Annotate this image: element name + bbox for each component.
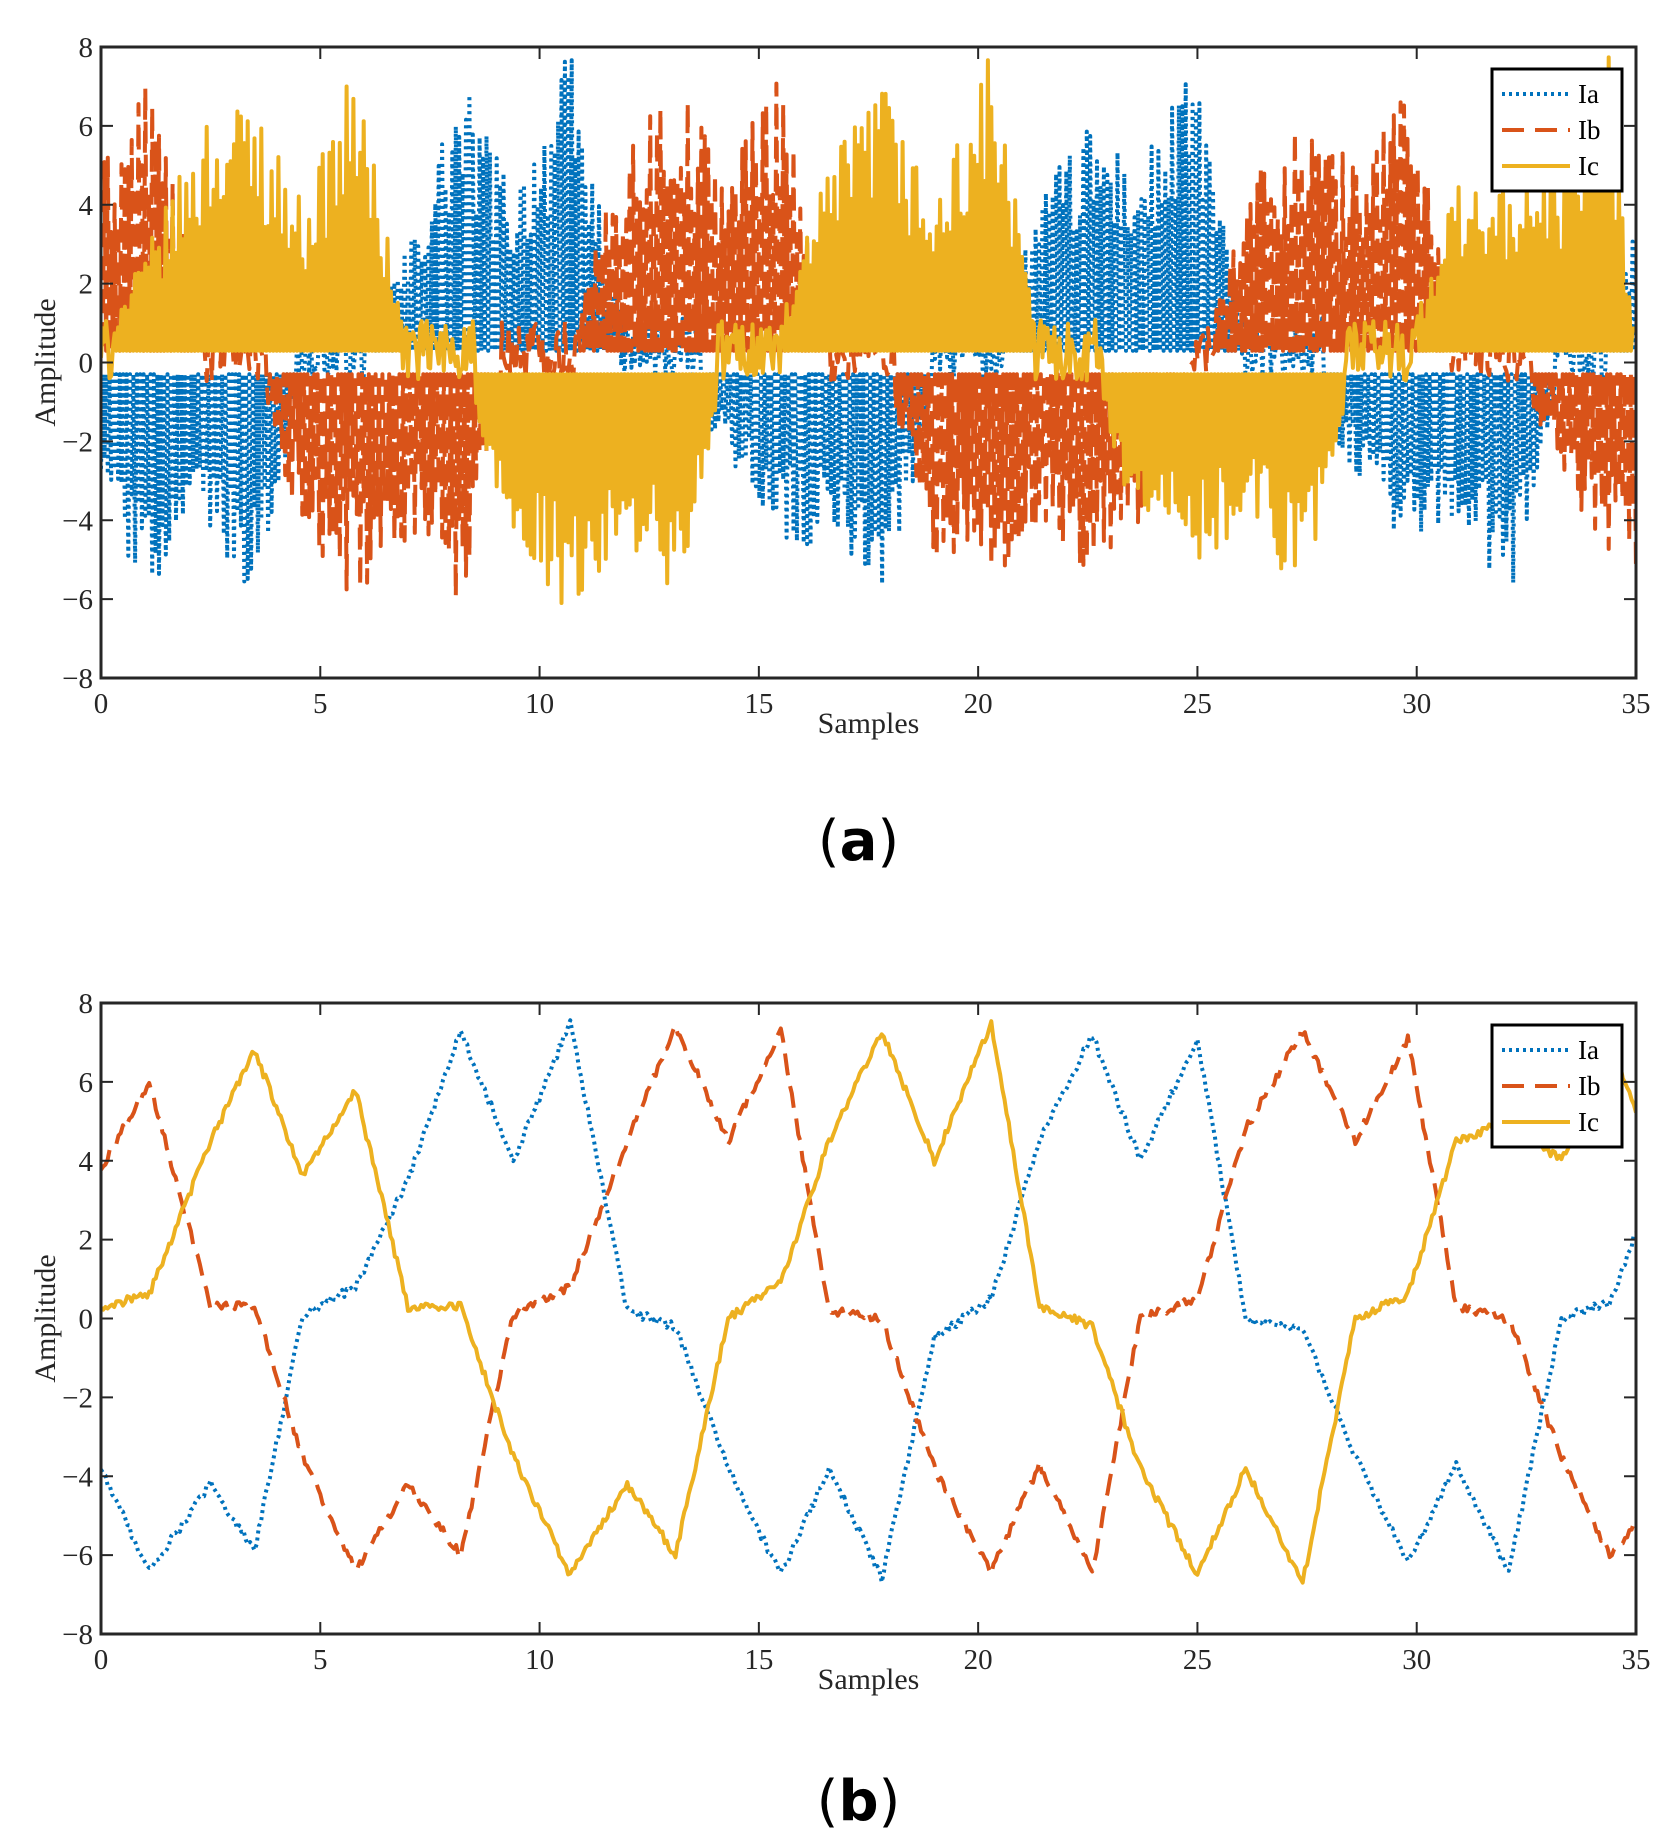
- x-tick-label: 30: [1402, 1644, 1431, 1676]
- legend-label-ic: Ic: [1578, 1107, 1599, 1137]
- panel-letter-b: b: [838, 1769, 878, 1834]
- y-tick-label: 4: [79, 190, 94, 222]
- x-tick-label: 20: [964, 688, 993, 720]
- x-tick-label: 5: [313, 1644, 328, 1676]
- series-layer-b: [101, 1018, 1636, 1585]
- y-axis-label-a: Amplitude: [29, 298, 62, 426]
- legend-b: Ia Ib Ic: [1490, 1023, 1624, 1149]
- y-tick-label: −4: [62, 505, 93, 537]
- x-tick-label: 35: [1622, 688, 1651, 720]
- y-tick-label: 8: [79, 988, 94, 1020]
- panel-caption-a: (a): [818, 809, 900, 874]
- legend-a: Ia Ib Ic: [1490, 67, 1624, 193]
- y-tick-label: −8: [62, 663, 93, 695]
- x-tick-label: 0: [94, 688, 109, 720]
- x-tick-label: 20: [964, 1644, 993, 1676]
- series-line-ia: [101, 1018, 1636, 1585]
- series-line-ib: [101, 1023, 1636, 1577]
- y-tick-label: −6: [62, 584, 93, 616]
- legend-label-ia: Ia: [1578, 79, 1599, 109]
- x-tick-label: 5: [313, 688, 328, 720]
- axis-ticks-b: 0 5 10 15 20 25 30 35 −8 −6 −4 −2 0 2 4 6 8: [62, 988, 1650, 1676]
- y-axis-label-b: Amplitude: [29, 1254, 62, 1382]
- y-tick-label: 4: [79, 1146, 94, 1178]
- x-tick-label: 10: [525, 1644, 554, 1676]
- legend-label-ib: Ib: [1578, 1071, 1601, 1101]
- x-tick-label: 10: [525, 688, 554, 720]
- y-tick-label: 2: [79, 1225, 94, 1257]
- y-tick-label: 0: [79, 1304, 94, 1336]
- x-axis-label-b: Samples: [818, 1663, 920, 1696]
- y-tick-label: 6: [79, 1067, 94, 1099]
- chart-panel-a: 0 5 10 15 20 25 30 35 −8 −6 −4 −2 0 2 4 6 8 Samples Ampl…: [29, 32, 1651, 874]
- x-tick-label: 35: [1622, 1644, 1651, 1676]
- y-tick-label: −8: [62, 1619, 93, 1651]
- y-tick-label: −2: [62, 426, 93, 458]
- series-line-ib: [101, 81, 1636, 599]
- panel-caption-b: (b): [817, 1769, 901, 1834]
- legend-box: [1490, 67, 1624, 193]
- y-tick-label: −2: [62, 1382, 93, 1414]
- x-tick-label: 0: [94, 1644, 109, 1676]
- y-tick-label: −4: [62, 1461, 93, 1493]
- y-tick-label: 6: [79, 111, 94, 143]
- y-tick-label: −6: [62, 1540, 93, 1572]
- panel-letter-a: a: [840, 809, 878, 874]
- axis-ticks-a: 0 5 10 15 20 25 30 35 −8 −6 −4 −2 0 2 4 6 8: [62, 32, 1650, 720]
- chart-panel-b: 0 5 10 15 20 25 30 35 −8 −6 −4 −2 0 2 4 6 8 Samples Ampl…: [29, 988, 1651, 1834]
- legend-label-ic: Ic: [1578, 151, 1599, 181]
- legend-label-ib: Ib: [1578, 115, 1601, 145]
- x-tick-label: 15: [744, 688, 773, 720]
- x-tick-label: 25: [1183, 688, 1212, 720]
- x-tick-label: 30: [1402, 688, 1431, 720]
- series-line-ic: [101, 1019, 1636, 1585]
- y-tick-label: 2: [79, 269, 94, 301]
- x-tick-label: 25: [1183, 1644, 1212, 1676]
- x-axis-label-a: Samples: [818, 707, 920, 740]
- legend-label-ia: Ia: [1578, 1035, 1599, 1065]
- series-line-ic: [101, 55, 1636, 605]
- y-tick-label: 0: [79, 348, 94, 380]
- x-tick-label: 15: [744, 1644, 773, 1676]
- y-tick-label: 8: [79, 32, 94, 64]
- series-layer-a: [101, 55, 1636, 605]
